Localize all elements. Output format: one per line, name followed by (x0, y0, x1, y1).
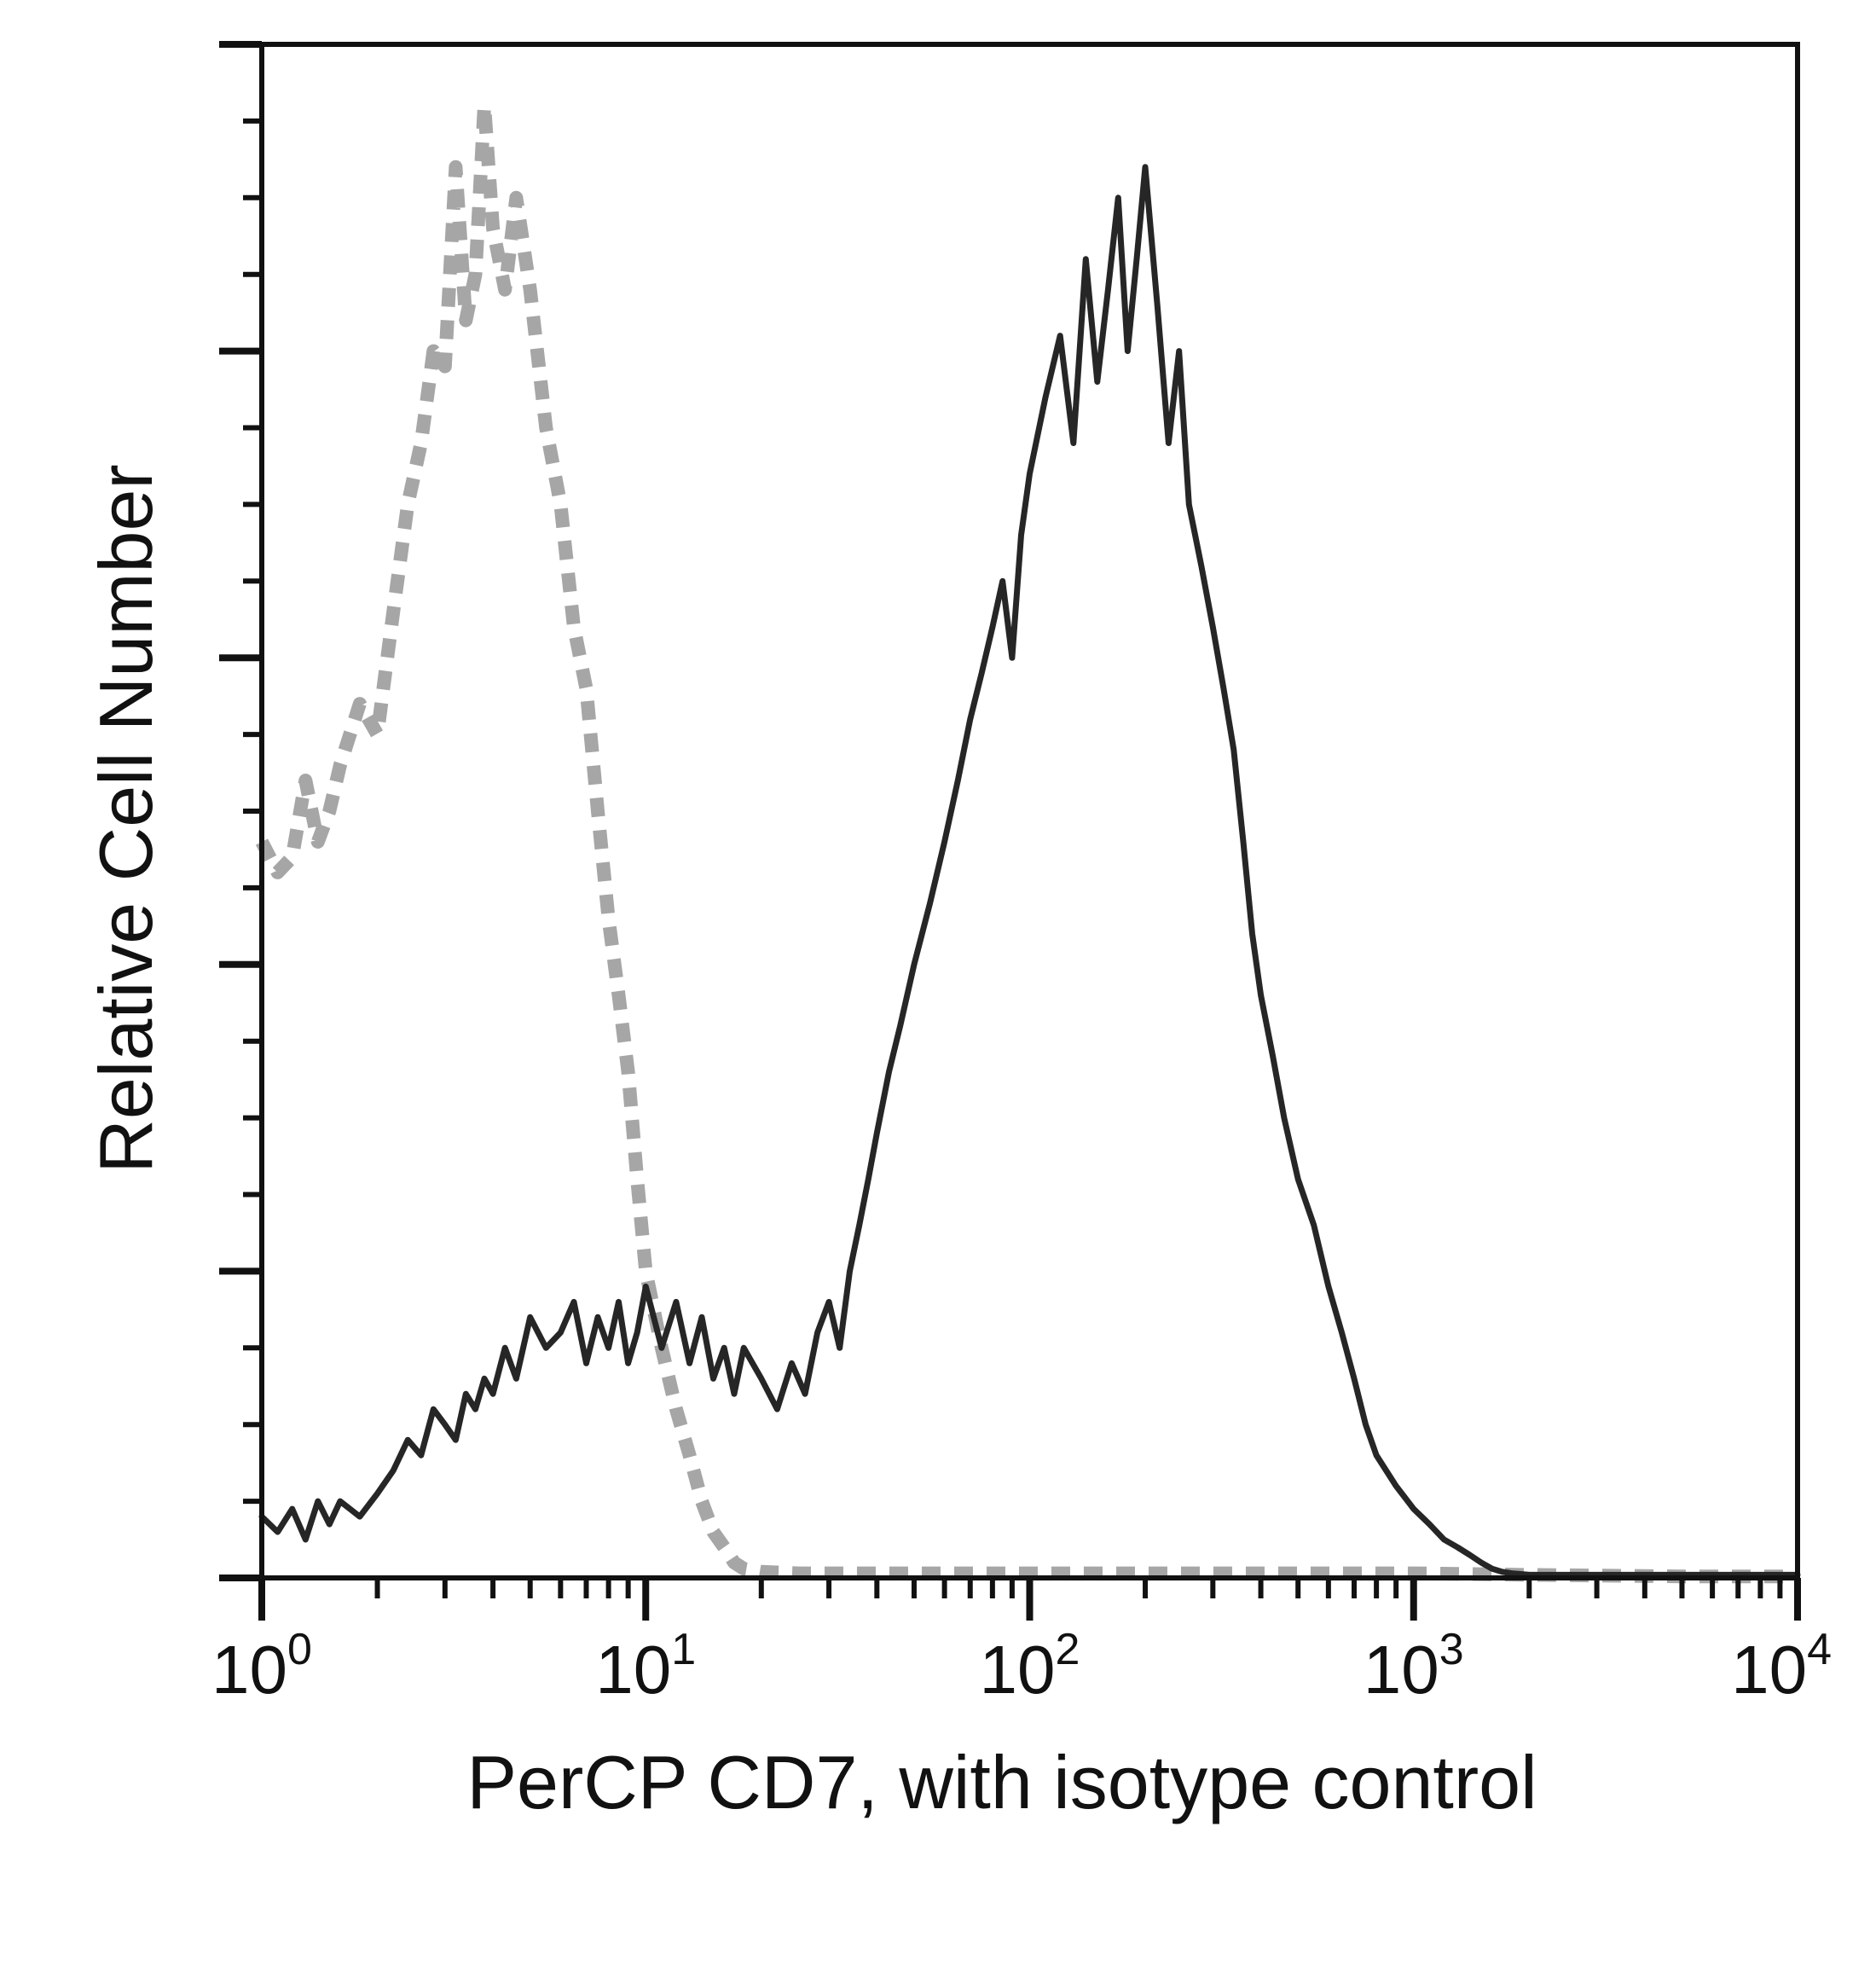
y-axis-title: Relative Cell Number (84, 464, 168, 1173)
x-axis-title: PerCP CD7, with isotype control (466, 1740, 1537, 1824)
x-tick-label-exponent: 3 (1439, 1625, 1464, 1674)
x-tick-label-base: 10 (211, 1632, 287, 1708)
x-tick-label-exponent: 2 (1056, 1625, 1080, 1674)
x-tick-label: 102 (980, 1625, 1080, 1708)
marks-layer (255, 98, 1801, 1584)
x-tick-label: 100 (211, 1625, 312, 1708)
plot-frame (259, 42, 1800, 1580)
labels-layer: PerCP CD7, with isotype control Relative… (84, 464, 1537, 1824)
x-tick-label: 103 (1364, 1625, 1464, 1708)
isotype-control-series (255, 98, 1798, 1584)
x-tick-label: 101 (595, 1625, 696, 1708)
x-tick-label: 104 (1731, 1625, 1832, 1708)
x-tick-label-base: 10 (595, 1632, 671, 1708)
x-tick-label-base: 10 (1364, 1632, 1439, 1708)
x-tick-label-exponent: 4 (1807, 1625, 1832, 1674)
x-tick-label-base: 10 (980, 1632, 1056, 1708)
cd7-series (258, 164, 1801, 1578)
x-tick-label-exponent: 1 (671, 1625, 696, 1674)
axes-layer: 100 101 102 103 104 (211, 41, 1832, 1708)
x-tick-label-exponent: 0 (287, 1625, 312, 1674)
x-tick-label-base: 10 (1731, 1632, 1807, 1708)
